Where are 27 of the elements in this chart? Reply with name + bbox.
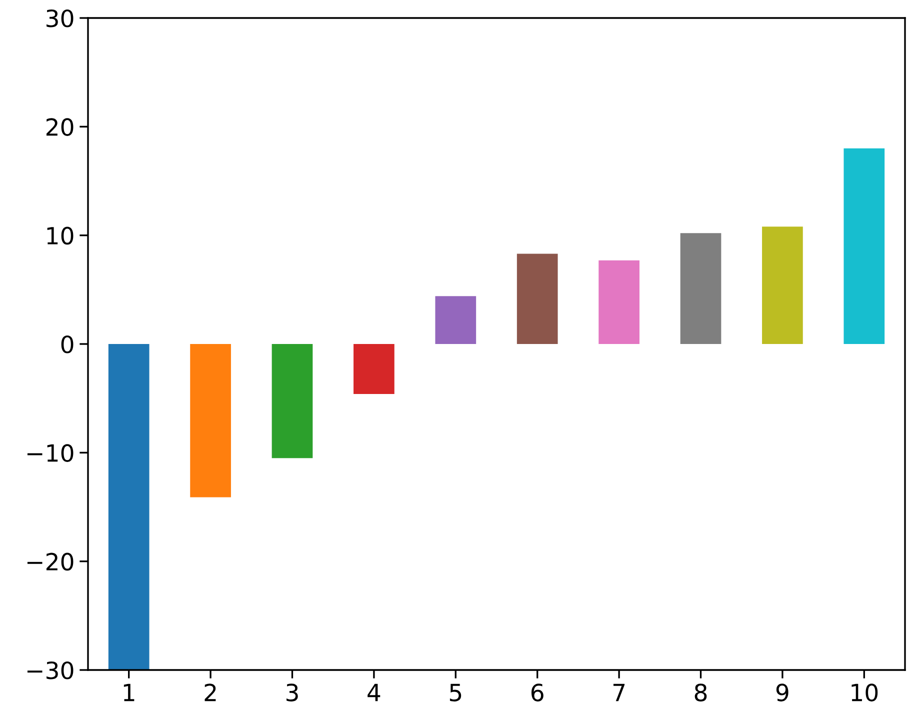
x-tick-label: 7 (613, 684, 625, 702)
bar (680, 233, 722, 344)
y-tick-label: 30 (46, 9, 74, 28)
bar (435, 296, 476, 344)
x-tick-label: 3 (286, 684, 298, 702)
x-tick-label: 8 (694, 684, 707, 702)
y-tick-label: −10 (27, 444, 74, 462)
bar (108, 344, 150, 670)
y-tick-label: −30 (27, 661, 74, 680)
bar (844, 148, 885, 344)
x-tick-label: 5 (450, 684, 462, 702)
y-tick-label: 0 (61, 335, 74, 354)
x-tick-label: 9 (776, 684, 788, 702)
y-tick-label: 10 (47, 226, 74, 245)
bar (762, 226, 803, 344)
x-tick-label: 6 (531, 684, 544, 702)
x-tick-label: 10 (852, 684, 878, 702)
x-tick-label: 2 (204, 684, 216, 702)
bar (272, 344, 313, 458)
bar (354, 344, 394, 394)
bar (598, 260, 640, 344)
x-tick-label: 4 (368, 684, 380, 702)
y-tick-label: 20 (46, 118, 74, 136)
y-tick-label: −20 (27, 552, 74, 571)
bar (516, 254, 558, 344)
bar (190, 344, 231, 498)
x-tick-label: 1 (124, 684, 134, 702)
